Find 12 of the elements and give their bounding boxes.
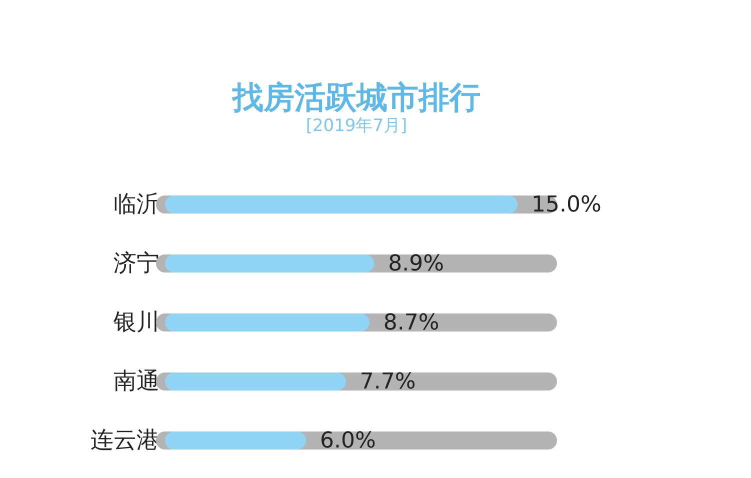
y-tick-label: 临沂 <box>114 192 160 218</box>
data-label: 7.7% <box>360 370 416 394</box>
data-label: 6.0% <box>320 428 376 454</box>
y-tick-label: 连云港 <box>90 428 160 454</box>
y-tick-label: 济宁 <box>114 250 160 276</box>
y-tick-label: 银川 <box>112 310 160 336</box>
data-label: 15.0% <box>531 192 602 218</box>
chart-subtitle: [2019年7月] <box>306 116 408 136</box>
data-label: 8.7% <box>383 310 440 336</box>
data-label: 8.9% <box>388 252 444 276</box>
y-tick-label: 南通 <box>114 368 160 394</box>
chart-title: 找房活跃城市排行 <box>232 80 480 116</box>
